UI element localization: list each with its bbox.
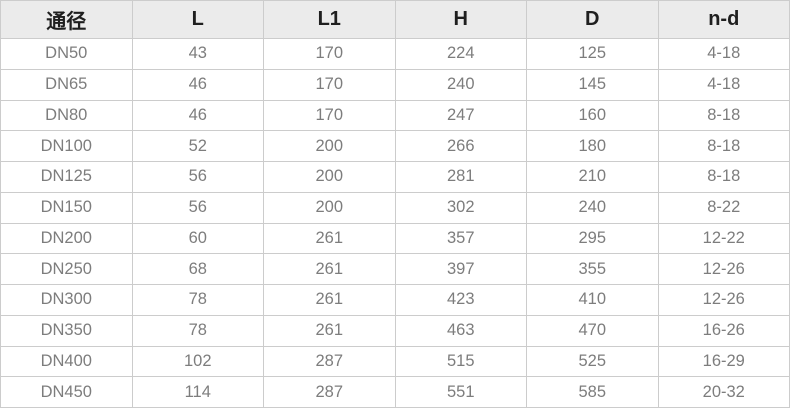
table-cell: 287 [263, 376, 396, 408]
table-cell: 551 [394, 376, 527, 408]
table-cell: DN100 [0, 130, 133, 162]
table-cell: 355 [526, 253, 659, 285]
table-body: DN50 43 170 224 125 4-18 DN65 46 170 240 145 4-18 DN… [0, 38, 790, 408]
table-row: DN50 43 170 224 125 4-18 [0, 38, 790, 70]
table-cell: 170 [263, 38, 396, 70]
table-cell: 266 [394, 130, 527, 162]
table-cell: 463 [394, 314, 527, 347]
table-row: DN80 46 170 247 160 8-18 [0, 99, 790, 132]
table-cell: 357 [394, 222, 527, 255]
table-cell: 261 [263, 253, 396, 285]
table-cell: 16-29 [657, 345, 790, 378]
table-cell: 410 [526, 284, 659, 316]
table-cell: 170 [263, 99, 396, 132]
table-row: DN400 102 287 515 525 16-29 [0, 345, 790, 378]
table-cell: 180 [526, 130, 659, 162]
table-cell: 295 [526, 222, 659, 255]
column-header: D [526, 0, 659, 39]
table-cell: 56 [131, 161, 264, 193]
table-cell: 4-18 [657, 38, 790, 70]
table-cell: 515 [394, 345, 527, 378]
table-cell: 261 [263, 314, 396, 347]
table-cell: 261 [263, 222, 396, 255]
table-cell: 302 [394, 191, 527, 224]
table-row: DN450 114 287 551 585 20-32 [0, 376, 790, 408]
table-cell: DN50 [0, 38, 133, 70]
table-cell: 52 [131, 130, 264, 162]
table-cell: 20-32 [657, 376, 790, 408]
table-cell: 102 [131, 345, 264, 378]
table-cell: 8-18 [657, 99, 790, 132]
table-row: DN200 60 261 357 295 12-22 [0, 222, 790, 255]
table-cell: DN80 [0, 99, 133, 132]
column-header: 通径 [0, 0, 133, 39]
table-cell: DN150 [0, 191, 133, 224]
table-cell: 397 [394, 253, 527, 285]
table-cell: 114 [131, 376, 264, 408]
table-cell: 125 [526, 38, 659, 70]
table-row: DN150 56 200 302 240 8-22 [0, 191, 790, 224]
table-cell: 46 [131, 99, 264, 132]
table-cell: 46 [131, 68, 264, 101]
table-cell: DN125 [0, 161, 133, 193]
table-cell: 78 [131, 314, 264, 347]
table-cell: 585 [526, 376, 659, 408]
table-cell: 8-18 [657, 161, 790, 193]
table-cell: 16-26 [657, 314, 790, 347]
column-header: L1 [263, 0, 396, 39]
table-cell: 240 [394, 68, 527, 101]
table-cell: 78 [131, 284, 264, 316]
column-header: H [394, 0, 527, 39]
table-cell: 43 [131, 38, 264, 70]
table-cell: 12-26 [657, 284, 790, 316]
table-cell: 8-18 [657, 130, 790, 162]
table-row: DN125 56 200 281 210 8-18 [0, 161, 790, 193]
table-cell: 247 [394, 99, 527, 132]
table-cell: 56 [131, 191, 264, 224]
table-cell: 145 [526, 68, 659, 101]
table-cell: 525 [526, 345, 659, 378]
table-cell: DN200 [0, 222, 133, 255]
table-cell: 287 [263, 345, 396, 378]
table-cell: 423 [394, 284, 527, 316]
table-cell: 261 [263, 284, 396, 316]
column-header: L [131, 0, 264, 39]
table-cell: 4-18 [657, 68, 790, 101]
table-cell: DN250 [0, 253, 133, 285]
table-cell: 60 [131, 222, 264, 255]
table-cell: DN450 [0, 376, 133, 408]
table-cell: 240 [526, 191, 659, 224]
table-cell: 470 [526, 314, 659, 347]
table-cell: 12-22 [657, 222, 790, 255]
table-cell: 200 [263, 161, 396, 193]
table-row: DN350 78 261 463 470 16-26 [0, 314, 790, 347]
table-cell: 8-22 [657, 191, 790, 224]
table-row: DN65 46 170 240 145 4-18 [0, 68, 790, 101]
table-cell: DN400 [0, 345, 133, 378]
table-cell: 200 [263, 191, 396, 224]
column-header: n-d [657, 0, 790, 39]
table-cell: 200 [263, 130, 396, 162]
table-row: DN250 68 261 397 355 12-26 [0, 253, 790, 285]
table-cell: 170 [263, 68, 396, 101]
table-row: DN300 78 261 423 410 12-26 [0, 284, 790, 316]
table-cell: 68 [131, 253, 264, 285]
table-cell: 160 [526, 99, 659, 132]
table-cell: DN300 [0, 284, 133, 316]
table-cell: 224 [394, 38, 527, 70]
table-cell: 281 [394, 161, 527, 193]
table-row: DN100 52 200 266 180 8-18 [0, 130, 790, 162]
table-cell: 210 [526, 161, 659, 193]
table-cell: 12-26 [657, 253, 790, 285]
table-cell: DN350 [0, 314, 133, 347]
table-cell: DN65 [0, 68, 133, 101]
